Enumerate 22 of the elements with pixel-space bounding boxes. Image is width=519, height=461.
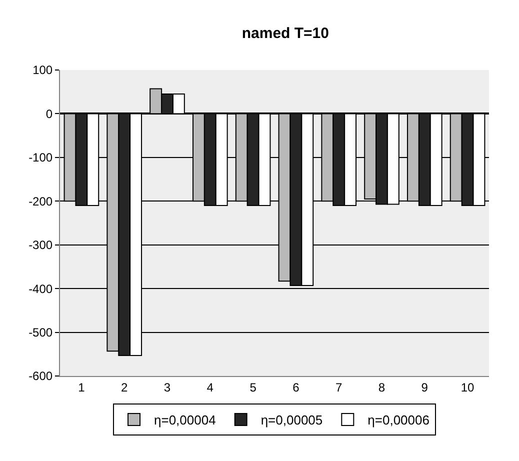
x-tick-label: 5 [250,380,257,394]
x-tick-label: 10 [460,380,475,394]
x-tick-label: 8 [378,380,386,394]
x-tick-label: 3 [164,380,171,394]
legend-label: η=0,00005 [260,412,323,428]
y-tick-label: -100 [28,150,53,165]
legend-label: η=0,00006 [368,412,430,428]
x-tick-label: 7 [336,380,343,394]
x-tick-label: 4 [206,380,214,394]
x-tick-label: 6 [292,380,300,394]
y-tick-label: -300 [28,238,53,252]
y-tick-label: -600 [28,369,53,384]
y-tick-label: 0 [46,106,53,121]
legend-label: η=0,00004 [154,412,216,428]
x-tick-label: 1 [78,380,86,394]
x-tick-label: 9 [421,380,428,394]
y-tick-label: -200 [28,194,53,208]
y-tick-label: -400 [28,282,53,296]
x-tick-label: 2 [121,380,128,394]
y-tick-label: 100 [32,63,53,78]
y-tick-label: -500 [28,325,53,340]
chart-title: named T=10 [242,25,330,42]
